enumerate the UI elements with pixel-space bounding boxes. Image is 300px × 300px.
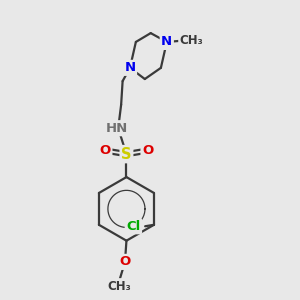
Text: S: S [121, 147, 132, 162]
Text: CH₃: CH₃ [180, 34, 203, 47]
Text: O: O [142, 144, 153, 157]
Text: N: N [161, 35, 172, 48]
Text: Cl: Cl [126, 220, 140, 233]
Text: N: N [124, 61, 136, 74]
Text: O: O [100, 144, 111, 157]
Text: HN: HN [106, 122, 128, 135]
Text: CH₃: CH₃ [108, 280, 131, 292]
Text: O: O [119, 255, 130, 268]
